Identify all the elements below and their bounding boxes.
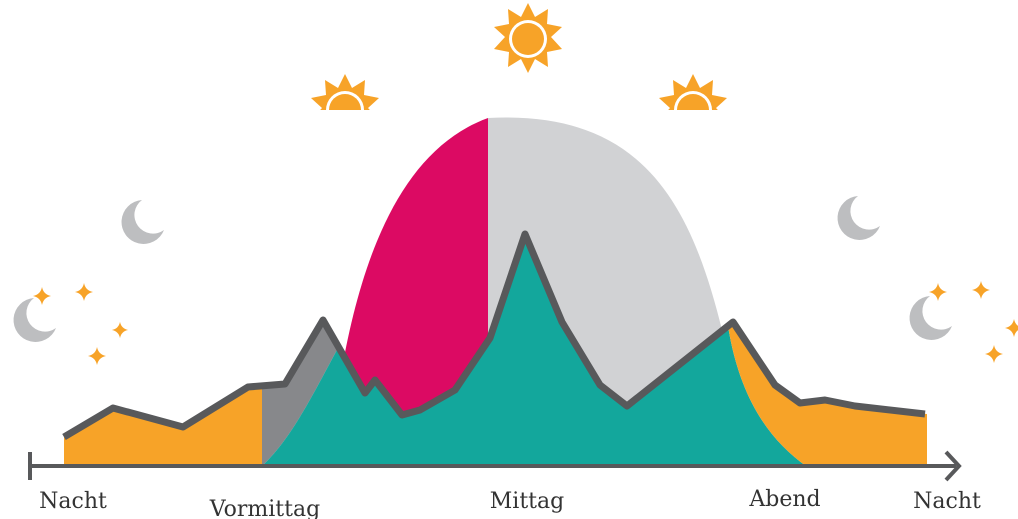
star <box>33 287 51 305</box>
moon <box>838 196 880 240</box>
sun <box>494 3 562 73</box>
label: Nacht <box>39 489 107 514</box>
label: Abend <box>748 487 820 512</box>
star <box>112 322 128 338</box>
star <box>88 347 106 365</box>
sun <box>659 74 727 144</box>
moon <box>910 296 952 340</box>
label: Nacht <box>913 489 981 514</box>
star <box>929 283 947 301</box>
label: Mittag <box>490 489 564 514</box>
moon <box>14 298 56 342</box>
star <box>972 281 990 299</box>
label: Vormittag <box>209 497 320 519</box>
sun-clip <box>311 74 379 144</box>
star <box>985 345 1003 363</box>
sun <box>311 74 379 144</box>
star <box>1005 319 1018 337</box>
moon <box>122 200 164 244</box>
page: Nacht Vormittag Mittag Abend Nacht (() =… <box>0 0 1018 519</box>
infographic: Nacht Vormittag Mittag Abend Nacht <box>0 0 1018 519</box>
sun-clip <box>659 74 727 144</box>
star <box>75 283 93 301</box>
